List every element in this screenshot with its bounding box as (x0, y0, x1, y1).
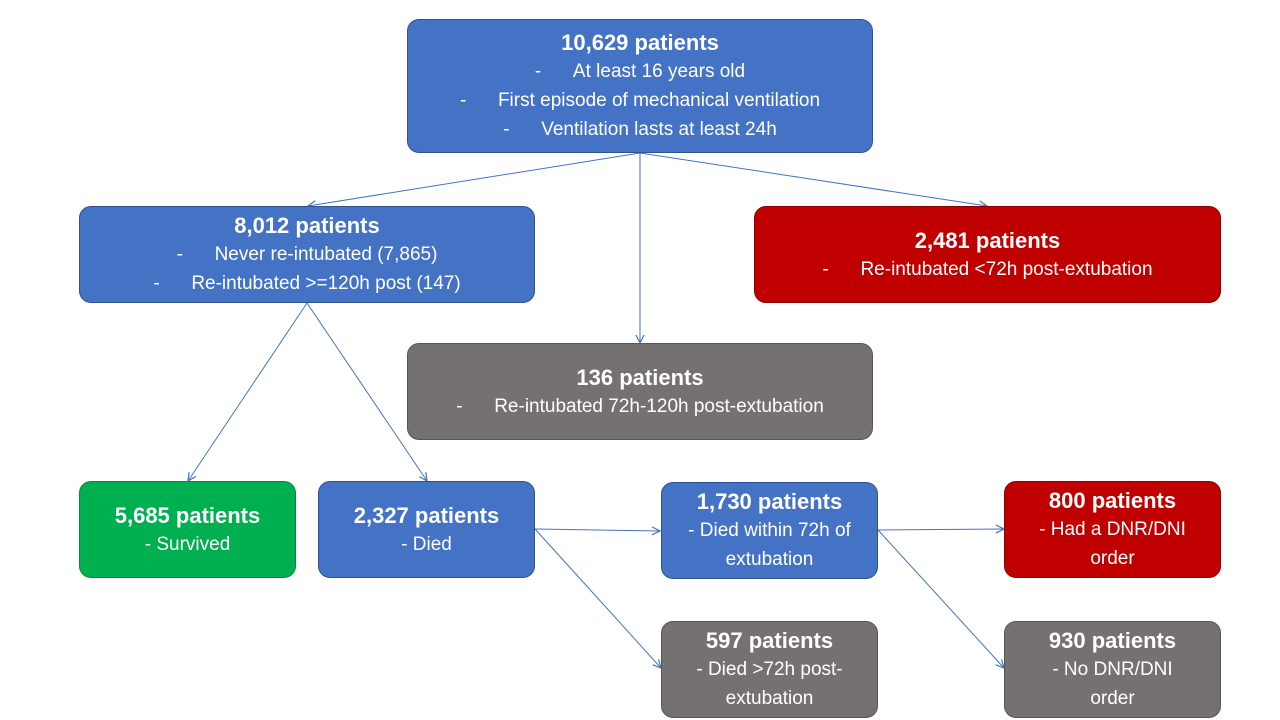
node-total-patients: 10,629 patients - At least 16 years old -… (407, 19, 873, 153)
node-description: - No DNR/DNI order (1052, 659, 1173, 709)
node-title: 8,012 patients (234, 213, 380, 238)
node-title: 2,327 patients (353, 502, 500, 528)
node-title: 597 patients (705, 628, 834, 653)
node-description: - Died within 72h of extubation (688, 520, 851, 570)
node-description: - Died >72h post-extubation (696, 659, 843, 709)
node-died-within-72h: 1,730 patients - Died within 72h of extu… (661, 482, 878, 579)
node-died: 2,327 patients - Died (318, 481, 535, 578)
criteria-item: - Ventilation lasts at least 24h (503, 119, 777, 140)
node-title: 2,481 patients (914, 227, 1061, 253)
criteria-item: - Re-intubated 72h-120h post-extubation (456, 395, 824, 417)
node-title: 136 patients (576, 364, 704, 390)
arrow-1730-to-800 (877, 529, 1004, 530)
node-dnr-order: 800 patients - Had a DNR/DNI order (1004, 481, 1221, 578)
node-no-dnr-order: 930 patients - No DNR/DNI order (1004, 621, 1221, 718)
arrow-2327-to-1730 (534, 529, 660, 531)
node-died-after-72h: 597 patients - Died >72h post-extubation (661, 621, 878, 718)
arrow-8012-to-2327 (306, 302, 427, 481)
criteria-item: - First episode of mechanical ventilation (459, 90, 821, 111)
arrow-2327-to-597 (534, 528, 661, 668)
criteria-item: - Never re-intubated (7,865) (176, 244, 438, 265)
node-title: 10,629 patients (561, 30, 719, 55)
node-reintubated-early: 2,481 patients - Re-intubated <72h post-e… (754, 206, 1221, 303)
node-title: 800 patients (1048, 488, 1177, 513)
criteria-item: - At least 16 years old (534, 61, 746, 82)
node-reintubated-mid: 136 patients - Re-intubated 72h-120h post… (407, 343, 873, 440)
node-description: - Died (401, 533, 452, 555)
criteria-item: - Re-intubated >=120h post (147) (153, 273, 461, 294)
arrow-total-to-8012 (308, 152, 641, 206)
criteria-item: - Re-intubated <72h post-extubation (822, 258, 1153, 280)
node-description: - Survived (144, 533, 231, 555)
arrow-1730-to-930 (877, 529, 1004, 668)
node-not-reintubated: 8,012 patients - Never re-intubated (7,86… (79, 206, 535, 303)
node-title: 1,730 patients (696, 489, 843, 514)
node-description: - Had a DNR/DNI order (1039, 519, 1186, 569)
node-title: 5,685 patients (114, 502, 261, 528)
arrow-8012-to-5685 (188, 302, 308, 481)
node-survived: 5,685 patients - Survived (79, 481, 296, 578)
arrow-total-to-2481 (639, 152, 987, 206)
node-title: 930 patients (1048, 628, 1177, 653)
